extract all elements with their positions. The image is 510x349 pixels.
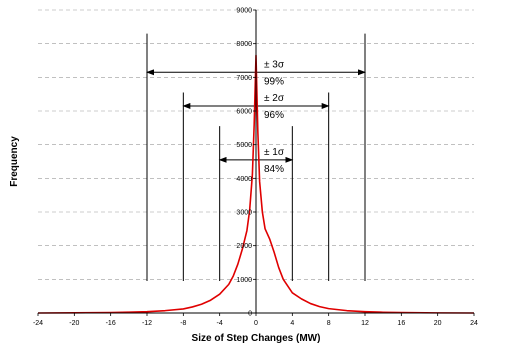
y-tick-labels: 0 1000 2000 3000 4000 5000 6000 7000 8000 9000 xyxy=(236,8,252,318)
y-tick-label: 9000 xyxy=(236,8,252,15)
y-tick-label: 7000 xyxy=(236,75,252,82)
sigma-label: ± 3σ xyxy=(264,59,285,70)
y-tick-label: 2000 xyxy=(236,243,252,250)
y-tick-label: 3000 xyxy=(236,210,252,217)
y-tick-label: 1000 xyxy=(236,277,252,284)
y-tick-label: 0 xyxy=(248,311,252,318)
sigma-percent-label: 99% xyxy=(264,76,284,87)
y-tick-label: 8000 xyxy=(236,41,252,48)
sigma-percent-label: 84% xyxy=(264,164,284,175)
x-tick-label: -12 xyxy=(142,320,152,327)
x-axis-title: Size of Step Changes (MW) xyxy=(192,333,321,344)
y-tick-label: 4000 xyxy=(236,176,252,183)
x-tick-label: 4 xyxy=(290,320,294,327)
x-tick-label: 20 xyxy=(434,320,442,327)
sigma-annotations: ± 3σ 99% ± 2σ 96% ± 1σ 84% xyxy=(146,33,366,282)
y-tick-label: 6000 xyxy=(236,109,252,116)
x-tick-label: 12 xyxy=(361,320,369,327)
y-axis-title: Frequency xyxy=(9,136,20,187)
x-tick-label: -20 xyxy=(69,320,79,327)
sigma-label: ± 2σ xyxy=(264,93,285,104)
axes xyxy=(37,9,475,316)
sigma-percent-label: 96% xyxy=(264,110,284,121)
x-tick-label: 8 xyxy=(327,320,331,327)
x-tick-labels: -24 -20 -16 -12 -8 -4 0 4 8 12 16 20 24 xyxy=(33,320,478,327)
y-tick-label: 5000 xyxy=(236,142,252,149)
x-tick-label: -24 xyxy=(33,320,43,327)
sigma-label: ± 1σ xyxy=(264,147,285,158)
x-tick-label: 24 xyxy=(470,320,478,327)
x-tick-label: -4 xyxy=(217,320,223,327)
x-tick-label: -16 xyxy=(106,320,116,327)
x-tick-label: -8 xyxy=(180,320,186,327)
x-tick-label: 0 xyxy=(254,320,258,327)
x-tick-label: 16 xyxy=(397,320,405,327)
